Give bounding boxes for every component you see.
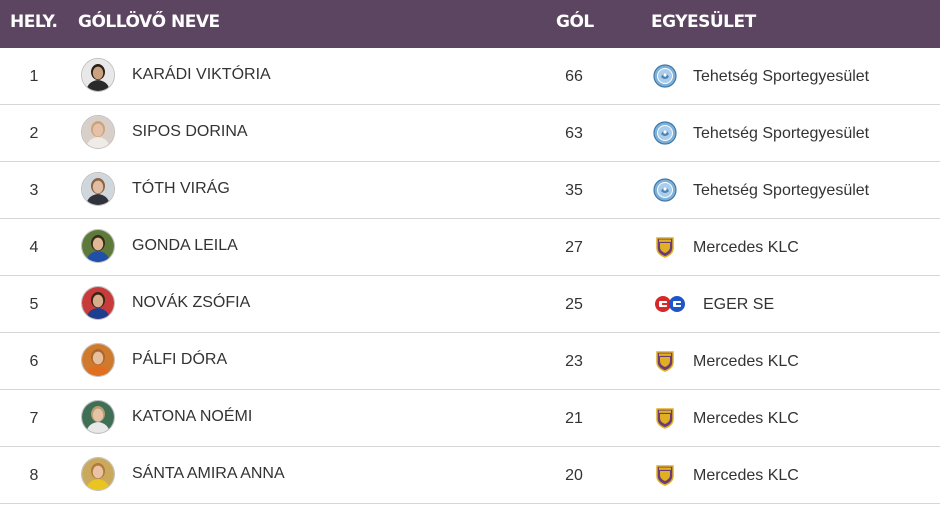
player-avatar[interactable]: [81, 286, 115, 320]
goals-cell: 66: [565, 68, 583, 85]
table-row: 5 NOVÁK ZSÓFIA 25 EGER SE: [0, 276, 940, 333]
table-header: HELY. GÓLLÖVŐ NEVE GÓL EGYESÜLET: [0, 0, 940, 48]
tehetseg-crest-icon[interactable]: [653, 178, 677, 202]
mercedes-klc-crest-icon[interactable]: [653, 235, 677, 259]
player-name[interactable]: KARÁDI VIKTÓRIA: [132, 66, 271, 83]
goals-cell: 25: [565, 296, 583, 313]
player-avatar[interactable]: [81, 457, 115, 491]
table-body: 1 KARÁDI VIKTÓRIA 66 Tehetség Sportegyes…: [0, 48, 940, 504]
goals-cell: 21: [565, 410, 583, 427]
goals-cell: 23: [565, 353, 583, 370]
header-goals[interactable]: GÓL: [556, 12, 594, 32]
club-name[interactable]: EGER SE: [703, 296, 775, 313]
player-name[interactable]: SIPOS DORINA: [132, 123, 248, 140]
rank-cell: 3: [29, 182, 39, 199]
goals-cell: 27: [565, 239, 583, 256]
mercedes-klc-crest-icon[interactable]: [653, 349, 677, 373]
player-name[interactable]: NOVÁK ZSÓFIA: [132, 294, 251, 311]
header-club[interactable]: EGYESÜLET: [651, 12, 756, 32]
player-name[interactable]: KATONA NOÉMI: [132, 408, 253, 425]
table-row: 6 PÁLFI DÓRA 23 Mercedes KLC: [0, 333, 940, 390]
table-row: 1 KARÁDI VIKTÓRIA 66 Tehetség Sportegyes…: [0, 48, 940, 105]
club-name[interactable]: Tehetség Sportegyesület: [693, 182, 870, 199]
rank-cell: 5: [29, 296, 39, 313]
club-name[interactable]: Mercedes KLC: [693, 467, 799, 484]
club-name[interactable]: Mercedes KLC: [693, 353, 799, 370]
player-name[interactable]: GONDA LEILA: [132, 237, 238, 254]
goals-cell: 20: [565, 467, 583, 484]
goals-cell: 35: [565, 182, 583, 199]
goals-cell: 63: [565, 125, 583, 142]
rank-cell: 4: [29, 239, 39, 256]
rank-cell: 1: [29, 68, 39, 85]
player-avatar[interactable]: [81, 229, 115, 263]
club-name[interactable]: Tehetség Sportegyesület: [693, 125, 870, 142]
player-avatar[interactable]: [81, 115, 115, 149]
mercedes-klc-crest-icon[interactable]: [653, 463, 677, 487]
club-name[interactable]: Tehetség Sportegyesület: [693, 68, 870, 85]
mercedes-klc-crest-icon[interactable]: [653, 406, 677, 430]
tehetseg-crest-icon[interactable]: [653, 121, 677, 145]
rank-cell: 7: [29, 410, 39, 427]
table-row: 2 SIPOS DORINA 63 Tehetség Sportegyesüle…: [0, 105, 940, 162]
table-row: 4 GONDA LEILA 27 Mercedes KLC: [0, 219, 940, 276]
table-row: 3 TÓTH VIRÁG 35 Tehetség Sportegyesület: [0, 162, 940, 219]
player-avatar[interactable]: [81, 343, 115, 377]
player-name[interactable]: TÓTH VIRÁG: [132, 180, 230, 197]
header-rank[interactable]: HELY.: [10, 12, 58, 32]
table-row: 8 SÁNTA AMIRA ANNA 20 Mercedes KLC: [0, 447, 940, 504]
table-row: 7 KATONA NOÉMI 21 Mercedes KLC: [0, 390, 940, 447]
eger-se-logo-icon[interactable]: [653, 292, 689, 316]
player-avatar[interactable]: [81, 58, 115, 92]
player-avatar[interactable]: [81, 400, 115, 434]
player-name[interactable]: PÁLFI DÓRA: [132, 351, 228, 368]
player-name[interactable]: SÁNTA AMIRA ANNA: [132, 465, 285, 482]
header-name[interactable]: GÓLLÖVŐ NEVE: [78, 12, 220, 32]
rank-cell: 8: [29, 467, 39, 484]
club-name[interactable]: Mercedes KLC: [693, 410, 799, 427]
rank-cell: 2: [29, 125, 39, 142]
player-avatar[interactable]: [81, 172, 115, 206]
tehetseg-crest-icon[interactable]: [653, 64, 677, 88]
rank-cell: 6: [29, 353, 39, 370]
club-name[interactable]: Mercedes KLC: [693, 239, 799, 256]
